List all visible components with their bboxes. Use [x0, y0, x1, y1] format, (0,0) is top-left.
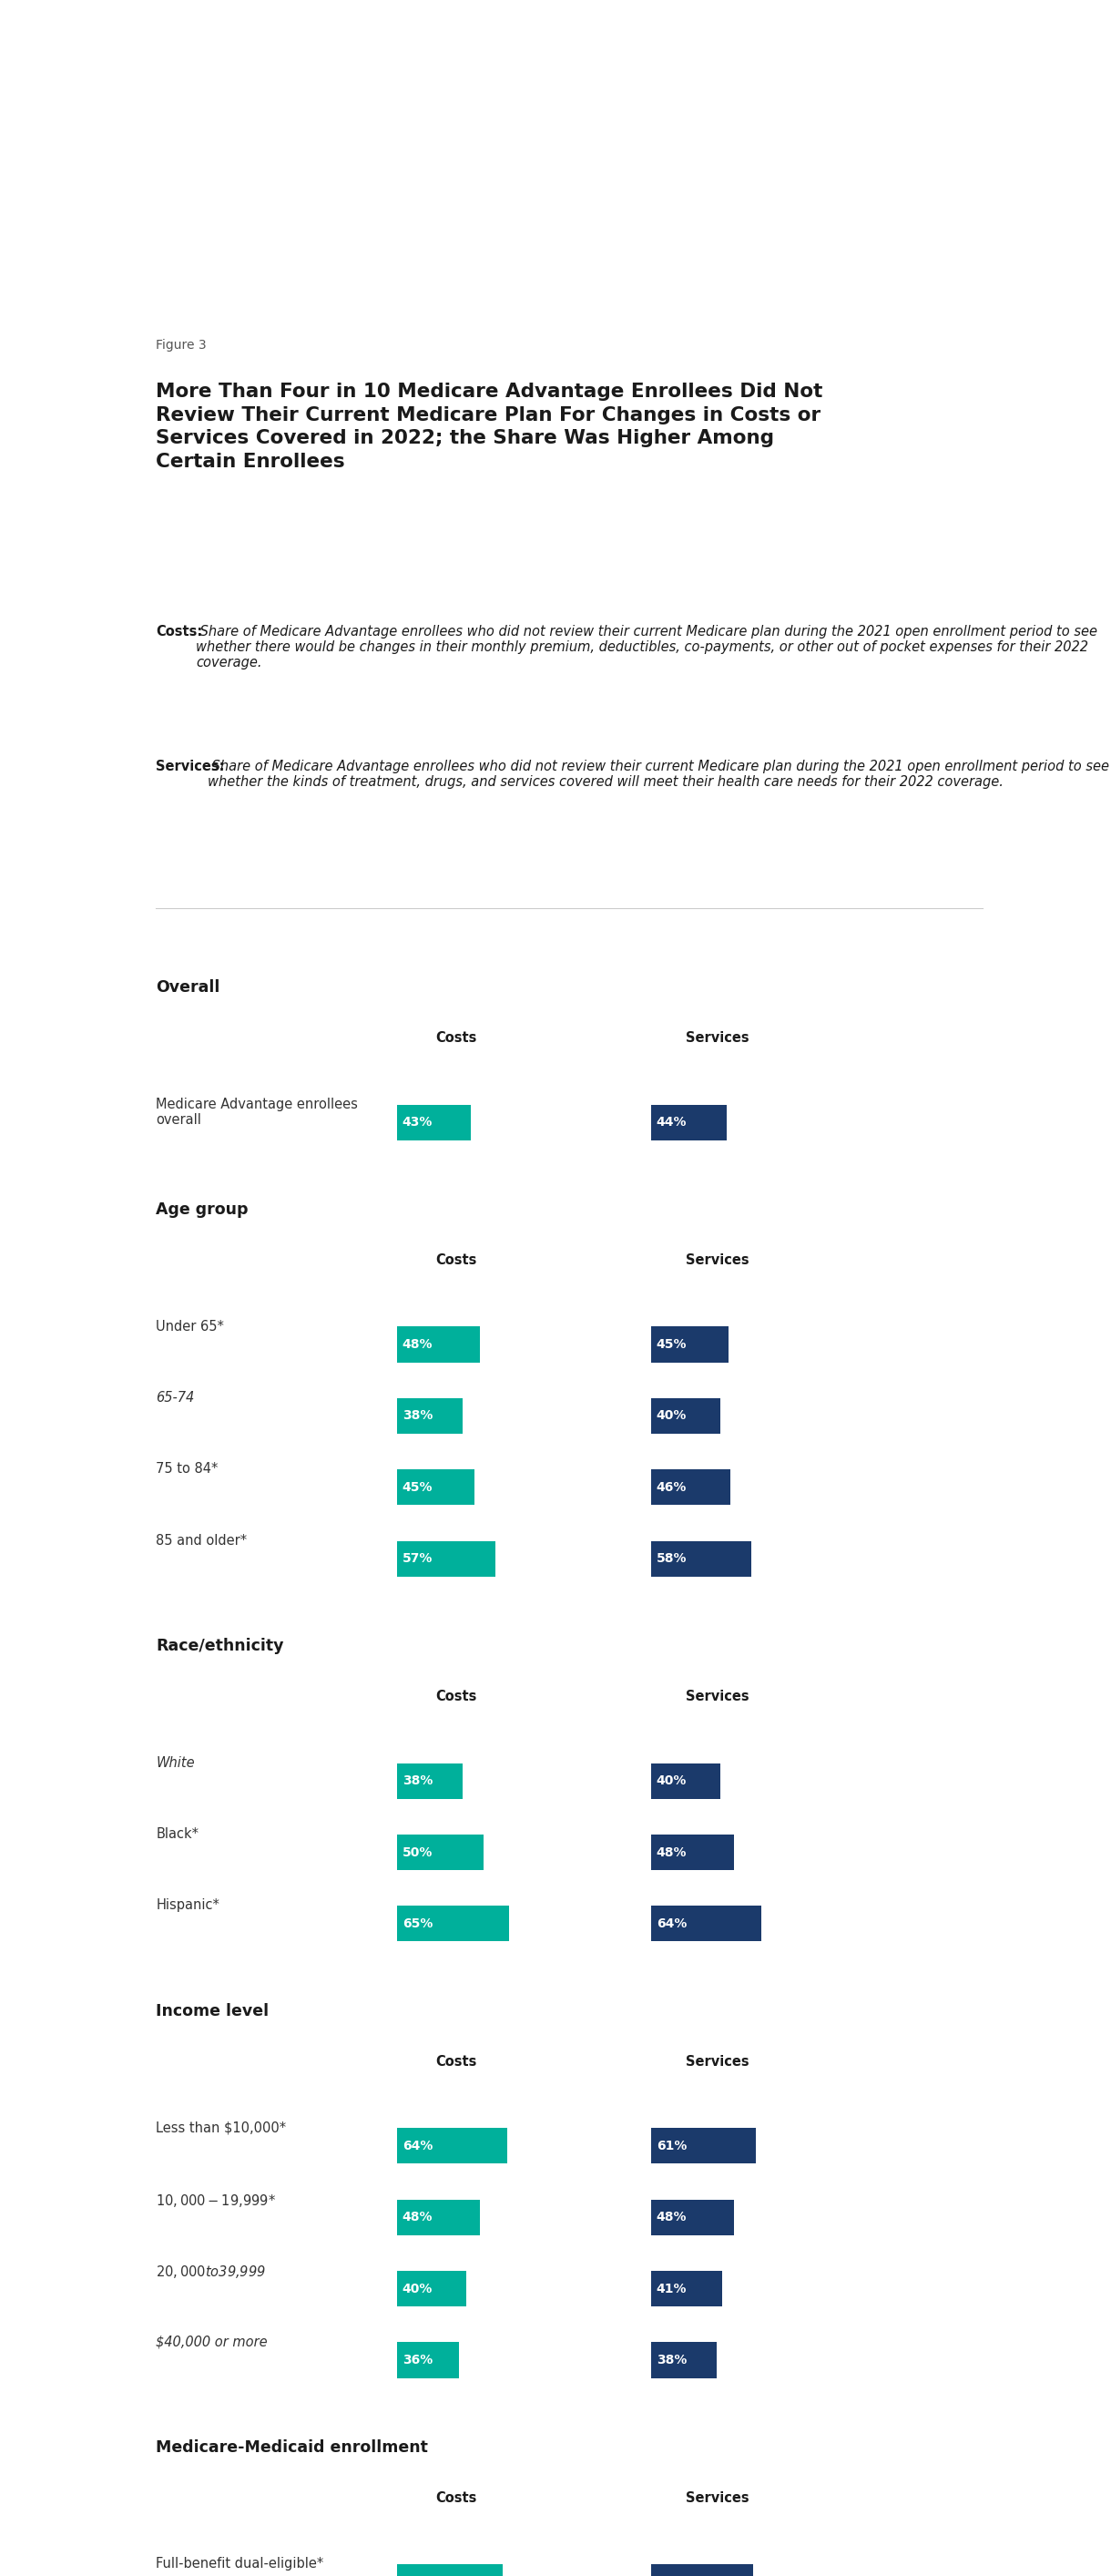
Text: 45%: 45% [657, 1337, 687, 1350]
Bar [398, 2563, 502, 2576]
Bar [651, 1399, 720, 1435]
Text: Services: Services [685, 1255, 749, 1267]
Text: 38%: 38% [657, 2354, 687, 2367]
Bar [398, 1762, 462, 1798]
Text: 45%: 45% [402, 1481, 433, 1494]
Text: $10,000-$19,999*: $10,000-$19,999* [156, 2192, 277, 2208]
Text: 44%: 44% [657, 1115, 687, 1128]
Text: Services:: Services: [156, 760, 224, 773]
Text: Costs:: Costs: [156, 623, 203, 639]
Bar [398, 1327, 480, 1363]
Text: 65%: 65% [402, 1917, 433, 1929]
Bar [398, 1468, 474, 1504]
Text: Race/ethnicity: Race/ethnicity [156, 1638, 284, 1654]
Text: 40%: 40% [657, 1775, 687, 1788]
Bar [651, 2128, 757, 2164]
Text: Age group: Age group [156, 1203, 249, 1218]
Text: 57%: 57% [402, 1553, 433, 1566]
Bar [398, 1105, 471, 1141]
Text: $40,000 or more: $40,000 or more [156, 2334, 268, 2349]
Text: Hispanic*: Hispanic* [156, 1899, 220, 1911]
Bar [398, 2272, 467, 2306]
Text: 58%: 58% [657, 1553, 687, 1566]
Text: 48%: 48% [657, 1847, 687, 1860]
Bar [651, 1834, 734, 1870]
Text: 36%: 36% [402, 2354, 432, 2367]
Bar [651, 1762, 720, 1798]
Text: Income level: Income level [156, 2004, 269, 2020]
Bar [398, 2128, 508, 2164]
Text: 41%: 41% [657, 2282, 687, 2295]
Bar [398, 2342, 459, 2378]
Text: Less than $10,000*: Less than $10,000* [156, 2120, 287, 2136]
Text: 61%: 61% [657, 2141, 687, 2151]
Text: Overall: Overall [156, 979, 220, 997]
Bar [651, 1327, 729, 1363]
Text: Services: Services [685, 2491, 749, 2504]
Text: Costs: Costs [436, 1690, 478, 1703]
Text: $20,000 to $39,999: $20,000 to $39,999 [156, 2264, 267, 2280]
Text: 85 and older*: 85 and older* [156, 1533, 248, 1548]
Text: 38%: 38% [402, 1775, 433, 1788]
Text: 48%: 48% [657, 2210, 687, 2223]
Text: Black*: Black* [156, 1826, 199, 1842]
Bar [651, 2200, 734, 2236]
Text: More Than Four in 10 Medicare Advantage Enrollees Did Not
Review Their Current M: More Than Four in 10 Medicare Advantage … [156, 381, 823, 471]
Bar [398, 1834, 483, 1870]
Bar [651, 1468, 730, 1504]
Text: Costs: Costs [436, 2491, 478, 2504]
Bar [651, 2342, 717, 2378]
Text: 65-74: 65-74 [156, 1391, 194, 1404]
Bar [651, 1906, 761, 1942]
Text: 75 to 84*: 75 to 84* [156, 1463, 219, 1476]
Text: Medicare Advantage enrollees
overall: Medicare Advantage enrollees overall [156, 1097, 358, 1126]
Text: Costs: Costs [436, 1030, 478, 1046]
Text: 48%: 48% [402, 1337, 433, 1350]
Text: 46%: 46% [657, 1481, 687, 1494]
Text: Figure 3: Figure 3 [156, 340, 207, 353]
Text: 40%: 40% [657, 1409, 687, 1422]
Text: 64%: 64% [402, 2141, 433, 2151]
Text: Costs: Costs [436, 1255, 478, 1267]
Text: Costs: Costs [436, 2056, 478, 2069]
Text: 38%: 38% [402, 1409, 433, 1422]
Bar [398, 2200, 480, 2236]
Text: 40%: 40% [402, 2282, 433, 2295]
Text: Under 65*: Under 65* [156, 1319, 224, 1334]
Text: Services: Services [685, 2056, 749, 2069]
Bar [398, 1906, 509, 1942]
Text: 43%: 43% [402, 1115, 433, 1128]
Text: Share of Medicare Advantage enrollees who did not review their current Medicare : Share of Medicare Advantage enrollees wh… [208, 760, 1109, 788]
Text: Share of Medicare Advantage enrollees who did not review their current Medicare : Share of Medicare Advantage enrollees wh… [196, 623, 1098, 670]
Bar [651, 2272, 722, 2306]
Text: White: White [156, 1757, 194, 1770]
Bar [651, 1105, 727, 1141]
Text: Services: Services [685, 1030, 749, 1046]
Text: Medicare-Medicaid enrollment: Medicare-Medicaid enrollment [156, 2439, 428, 2455]
Bar [651, 1540, 751, 1577]
Text: 48%: 48% [402, 2210, 433, 2223]
Text: 64%: 64% [657, 1917, 687, 1929]
Text: Full-benefit dual-eligible*: Full-benefit dual-eligible* [156, 2558, 324, 2571]
Bar [651, 2563, 753, 2576]
Text: 50%: 50% [402, 1847, 433, 1860]
Bar [398, 1399, 462, 1435]
Text: Services: Services [685, 1690, 749, 1703]
Bar [398, 1540, 496, 1577]
